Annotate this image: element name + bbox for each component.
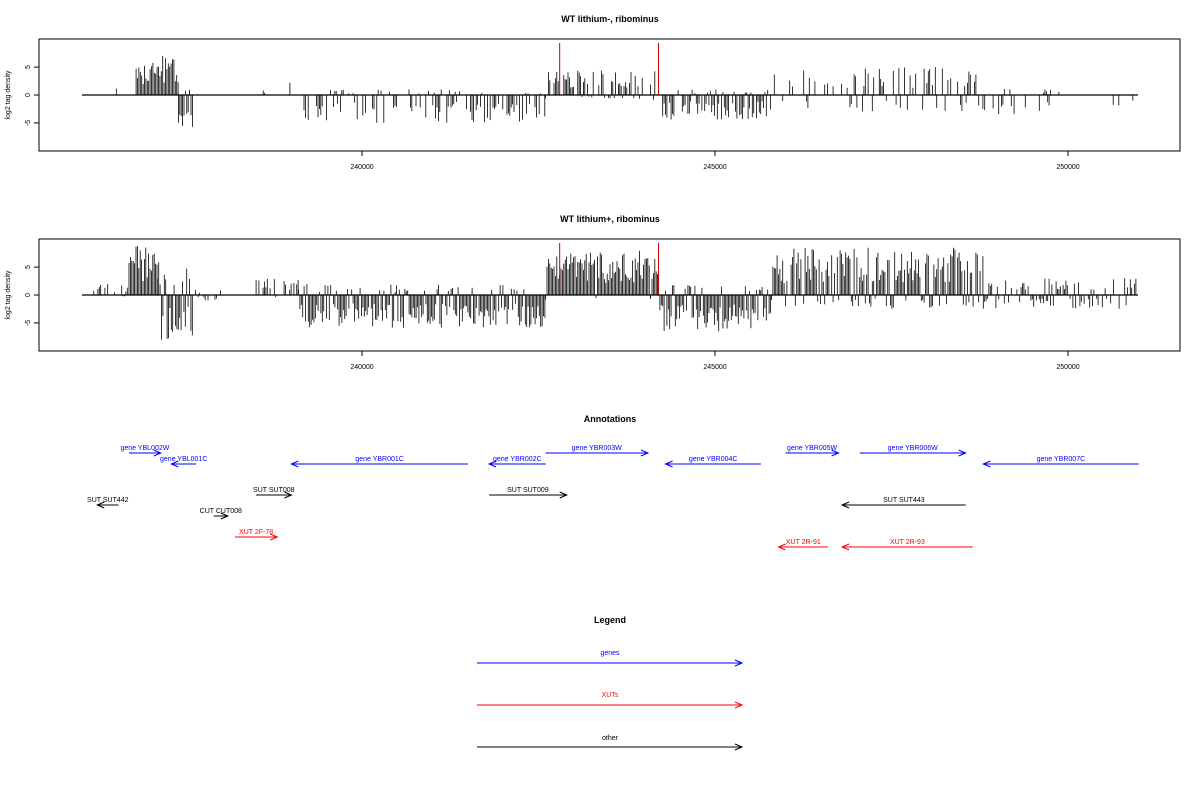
annotation-feature: gene YBL002W [120,445,170,457]
legend-item-genes: genes [477,650,744,667]
panel-title: WT lithium-, ribominus [561,14,659,24]
track-panel-lithium-minus: WT lithium-, ribominus 240000 245000 250… [5,14,1181,171]
annotation-feature: XUT 2R-91 [777,539,828,551]
annotation-feature: gene YBR004C [664,456,761,468]
x-axis: 240000 245000 250000 [350,151,1080,171]
annotation-arrowhead [95,501,105,509]
y-tick-label: 5 [25,65,32,69]
annotation-feature: gene YBR005W [785,445,840,457]
annotation-arrowhead [982,460,991,468]
bar-group [115,56,1134,127]
annotation-arrowhead [284,491,293,499]
annotation-feature: XUT 2F-78 [234,529,279,541]
annotation-label: gene YBL002W [120,445,169,452]
legend-label: genes [600,650,620,657]
x-tick-label: 245000 [703,364,726,371]
annotation-feature: gene YBL001C [160,456,207,468]
marker-group [559,43,660,95]
legend-arrowhead [734,743,744,751]
annotation-label: XUT 2R-91 [786,539,821,546]
annotation-feature: gene YBR002C [487,456,546,468]
y-axis: -5 0 5 log2 tag density [5,65,39,126]
annotation-feature: gene YBR007C [982,456,1139,468]
y-axis-label: log2 tag density [5,70,12,120]
annotation-feature: SUT SUT442 [87,497,129,509]
x-axis: 240000 245000 250000 [350,351,1080,371]
annotation-feature: gene YBR001C [290,456,468,468]
feature-group: gene YBL002W gene YBL001C gene YBR001C gene… [87,445,1139,551]
annotation-arrowhead [220,512,230,520]
annotation-arrowhead [958,449,967,457]
y-tick-label: 0 [25,93,32,97]
annotation-arrowhead [840,501,850,509]
y-tick-label: -5 [25,320,32,326]
x-tick-label: 250000 [1056,164,1079,171]
annotation-arrowhead [559,491,569,499]
x-tick-label: 240000 [350,164,373,171]
annotation-label: gene YBR002C [493,456,542,463]
annotation-label: XUT 2R-93 [890,539,925,546]
annotation-arrowhead [831,449,840,457]
y-tick-label: -5 [25,120,32,126]
annotation-label: gene YBR003W [572,445,622,452]
marker-group [559,243,660,295]
annotation-label: gene YBR007C [1037,456,1086,463]
annotation-feature: gene YBR003W [545,445,650,457]
annotation-feature: XUT 2R-93 [840,539,973,551]
annotation-label: gene YBR001C [355,456,404,463]
annotation-feature: gene YBR006W [859,445,967,457]
annotation-label: SUT SUT008 [253,487,295,494]
annotations-title: Annotations [584,414,637,424]
annotation-feature: SUT SUT008 [253,487,295,499]
x-tick-label: 250000 [1056,364,1079,371]
legend-item-xuts: XUTs [477,692,744,709]
annotation-arrowhead [290,460,299,468]
annotation-feature: CUT CUT008 [200,508,242,520]
annotation-arrowhead [270,533,279,541]
annotation-arrowhead [640,449,650,457]
annotation-label: gene YBR005W [787,445,837,452]
annotation-label: XUT 2F-78 [239,529,273,536]
y-tick-label: 5 [25,265,32,269]
legend-arrowhead [734,659,744,667]
annotation-arrowhead [153,449,163,457]
y-axis: -5 0 5 log2 tag density [5,265,39,326]
x-tick-label: 245000 [703,164,726,171]
legend-title: Legend [594,615,626,625]
legend-arrowhead [734,701,744,709]
legend: Legend genes XUTs other [477,615,744,751]
annotation-feature: SUT SUT443 [840,497,966,509]
annotation-feature: SUT SUT009 [489,487,569,499]
y-tick-label: 0 [25,293,32,297]
bar-group [93,246,1137,340]
annotation-label: SUT SUT443 [883,497,925,504]
legend-label: XUTs [602,692,619,699]
annotation-label: SUT SUT009 [507,487,549,494]
annotation-label: CUT CUT008 [200,508,242,515]
annotation-label: gene YBR004C [689,456,738,463]
annotation-label: gene YBR006W [888,445,938,452]
panel-title: WT lithium+, ribominus [560,214,660,224]
annotation-arrowhead [777,543,786,551]
annotation-arrowhead [487,460,497,468]
annotation-arrowhead [170,460,179,468]
legend-label: other [602,735,619,742]
x-tick-label: 240000 [350,364,373,371]
annotation-arrowhead [664,460,673,468]
annotation-arrowhead [840,543,850,551]
track-panel-lithium-plus: WT lithium+, ribominus 240000 245000 250… [5,214,1181,371]
annotation-label: gene YBL001C [160,456,207,463]
y-axis-label: log2 tag density [5,270,12,320]
legend-item-other: other [477,735,744,751]
annotation-label: SUT SUT442 [87,497,129,504]
